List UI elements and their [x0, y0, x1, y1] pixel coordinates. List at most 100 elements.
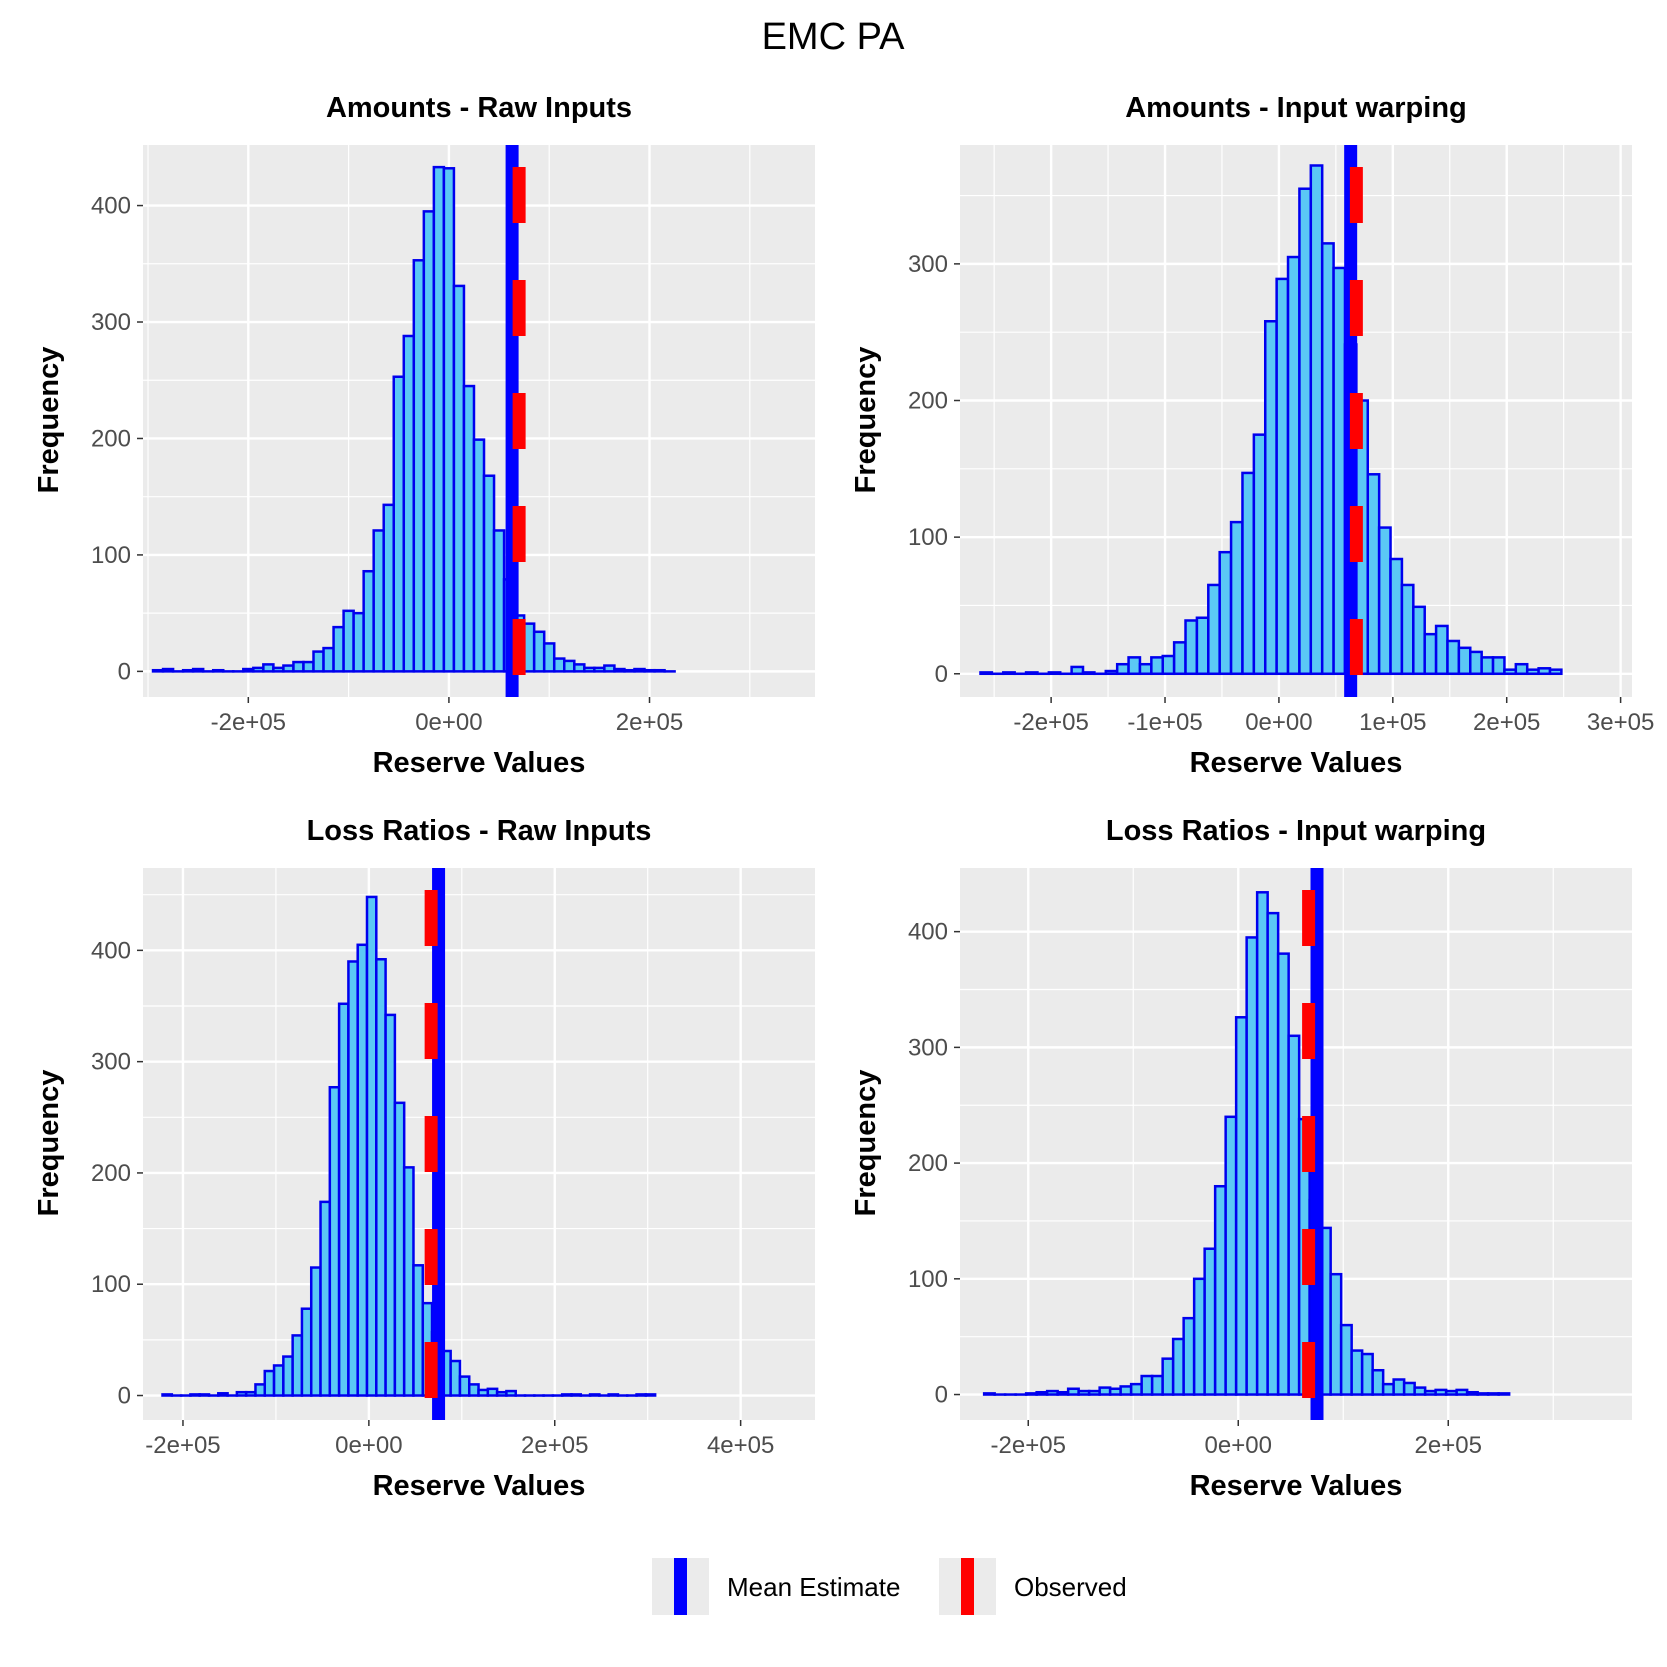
histogram-bar: [477, 1388, 490, 1397]
histogram-bar: [392, 375, 406, 673]
histogram-bar: [1446, 639, 1461, 676]
histogram-bar: [291, 1334, 304, 1397]
histogram-bar: [1444, 1389, 1458, 1396]
histogram-bar: [1203, 1247, 1217, 1396]
histogram-bar: [1081, 671, 1096, 676]
histogram-bar: [1275, 277, 1290, 676]
y-tick-label: 0: [118, 658, 131, 685]
histogram-bar: [282, 1355, 294, 1397]
histogram-bar: [505, 1389, 517, 1397]
histogram-bar: [151, 668, 165, 673]
y-axis-title: Frequency: [850, 1070, 882, 1217]
histogram-bar: [1491, 656, 1506, 676]
histogram-bar: [1127, 656, 1142, 676]
histogram-bar: [292, 660, 305, 673]
x-axis-title: Reserve Values: [1190, 1470, 1403, 1502]
histogram-bar: [1377, 526, 1392, 676]
histogram-bar: [337, 1002, 350, 1397]
y-tick-label: 300: [91, 1049, 131, 1076]
histogram-bar: [1298, 187, 1313, 676]
y-axis-title: Frequency: [33, 1070, 65, 1217]
histogram-bar: [1413, 1386, 1427, 1396]
histogram-bar: [1056, 1390, 1070, 1396]
x-tick-label: -1e+05: [1127, 709, 1202, 736]
histogram-bar: [613, 667, 626, 673]
histogram-bar: [189, 1393, 201, 1397]
histogram-bar: [198, 1393, 211, 1397]
histogram-bar: [532, 630, 546, 673]
histogram-bar: [452, 284, 466, 673]
x-tick-label: 2e+05: [616, 709, 683, 736]
histogram-bar: [462, 384, 476, 673]
histogram-bar: [1140, 1374, 1154, 1396]
histogram-bar: [422, 210, 436, 673]
histogram-bar: [1287, 1034, 1301, 1396]
histogram-bar: [161, 667, 175, 673]
histogram-bar: [1234, 1016, 1248, 1396]
histogram-bar: [1087, 1389, 1101, 1396]
x-tick-label: -2e+05: [991, 1432, 1066, 1459]
histogram-bar: [402, 334, 416, 673]
histogram-bar: [1182, 1316, 1196, 1396]
histogram-bar: [1224, 1115, 1238, 1396]
histogram-bar: [1263, 320, 1278, 676]
histogram-bar: [542, 642, 556, 673]
histogram-bar: [1412, 605, 1426, 676]
histogram-bar: [552, 657, 566, 673]
panel-title: Amounts - Input warping: [1125, 92, 1467, 124]
histogram-bar: [1184, 619, 1199, 676]
histogram-bar: [382, 503, 395, 673]
histogram-bar: [1207, 583, 1221, 676]
histogram-bar: [1070, 665, 1085, 676]
histogram-bar: [412, 259, 426, 673]
panel-loss-ratios-input-warping: Loss Ratios - Input warping -2e+05 0e+00 2…: [850, 815, 1632, 1502]
histogram-bar: [1045, 1389, 1059, 1396]
histogram-bar: [282, 664, 295, 673]
histogram-bar: [1392, 1378, 1406, 1396]
legend: Mean Estimate Observed: [652, 1558, 1127, 1615]
histogram-bar: [244, 1390, 257, 1397]
y-tick-label: 300: [91, 309, 131, 336]
legend-item-observed: Observed: [939, 1558, 1127, 1615]
histogram-bar: [982, 1392, 996, 1396]
histogram-bar: [1400, 583, 1415, 676]
histogram-bar: [312, 650, 325, 673]
histogram-bar: [1138, 662, 1153, 676]
histogram-bar: [1129, 1382, 1143, 1396]
histogram-bar: [1192, 1277, 1206, 1396]
histogram-bar: [583, 666, 596, 673]
x-tick-label: 0e+00: [1245, 709, 1312, 736]
histogram-bar: [1309, 164, 1324, 676]
histogram-bar: [1350, 1349, 1364, 1396]
histogram-bar: [643, 668, 656, 673]
histogram-bar: [1360, 1352, 1374, 1396]
histogram-bar: [402, 1166, 415, 1397]
histogram-bar: [1469, 650, 1483, 676]
histogram-bar: [593, 666, 606, 673]
histogram-bar: [384, 1013, 397, 1397]
histogram-bar: [472, 438, 486, 673]
y-tick-label: 200: [91, 1160, 131, 1187]
y-tick-label: 100: [91, 542, 131, 569]
histogram-bar: [1276, 952, 1290, 1396]
histogram-bar: [1255, 891, 1269, 1396]
histogram-bar: [1104, 669, 1119, 676]
histogram-bar: [254, 1383, 267, 1397]
y-tick-label: 400: [91, 937, 131, 964]
panel-title: Amounts - Raw Inputs: [326, 92, 632, 124]
histogram-bar: [1115, 662, 1130, 676]
histogram-bar: [1002, 671, 1016, 676]
x-axis-title: Reserve Values: [1190, 747, 1403, 779]
x-tick-label: 1e+05: [1359, 709, 1426, 736]
histogram-bar: [495, 1390, 508, 1397]
x-tick-label: 0e+00: [335, 1432, 402, 1459]
histogram-bar: [1366, 473, 1381, 676]
histogram-bar: [235, 1390, 248, 1397]
histogram-bar: [309, 1266, 322, 1397]
histogram-bar: [1150, 656, 1164, 676]
histogram-bar: [1119, 1385, 1133, 1396]
x-tick-label: 4e+05: [707, 1432, 774, 1459]
histogram-bar: [1434, 1388, 1448, 1396]
histogram-bar: [563, 659, 576, 673]
histogram-bar: [191, 667, 205, 673]
